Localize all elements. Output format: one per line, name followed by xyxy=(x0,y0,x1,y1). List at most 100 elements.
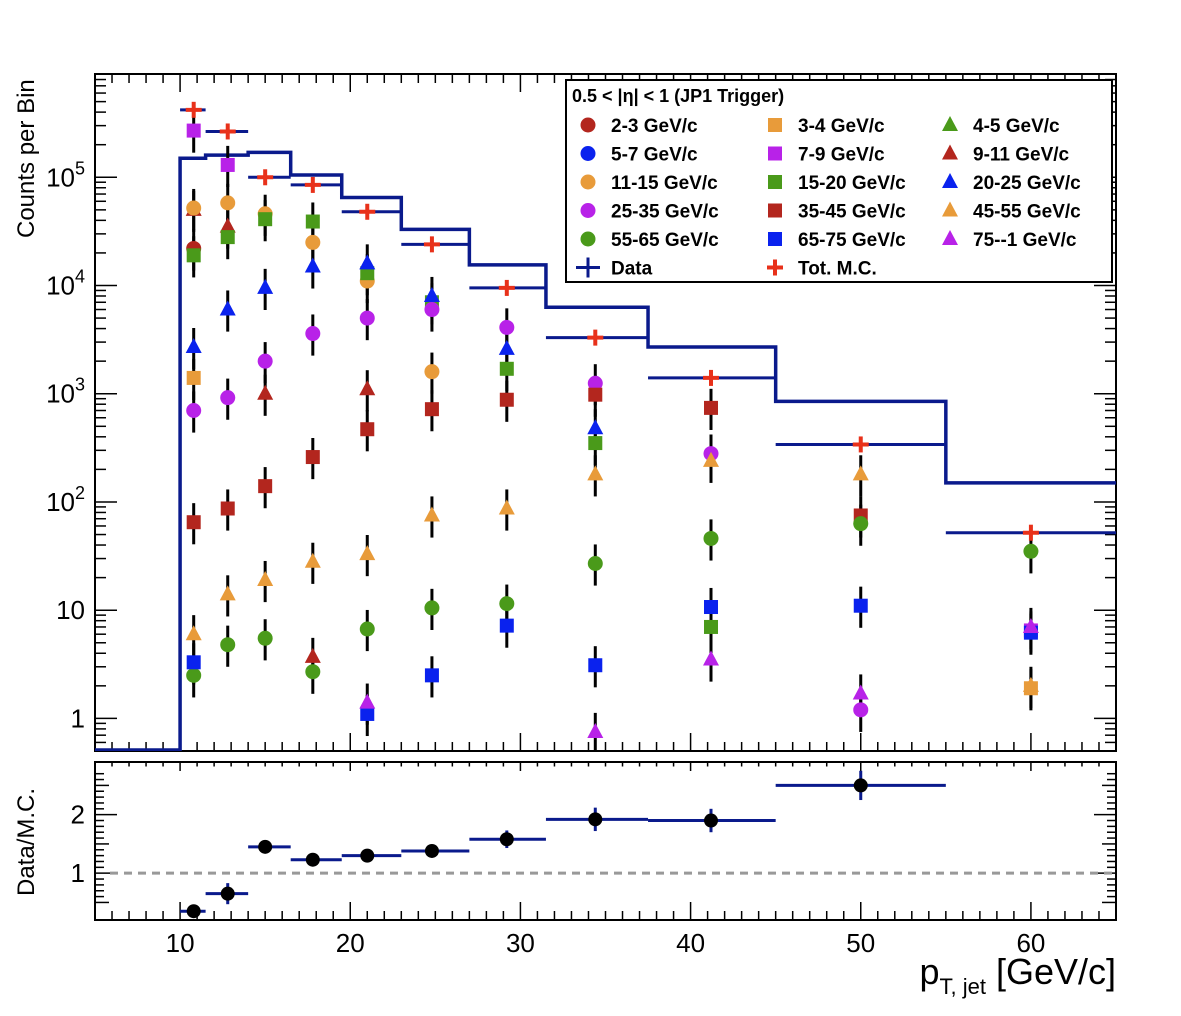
point-11-15-gev-c xyxy=(220,195,236,211)
ratio-point xyxy=(258,839,273,854)
y-tick-label-ratio: 1 xyxy=(71,858,85,888)
point-45-55-gev-c xyxy=(359,545,376,561)
y-tick-label: 103 xyxy=(46,375,85,409)
y-tick-label-base: 10 xyxy=(46,379,75,409)
point-65-75-gev-c xyxy=(704,600,719,615)
point-tot-m-c- xyxy=(219,123,236,140)
x-axis-label-main: p xyxy=(919,951,939,992)
point-65-75-gev-c xyxy=(360,706,375,721)
point-9-11-gev-c xyxy=(359,380,376,396)
ratio-point xyxy=(499,832,514,847)
point-3-4-gev-c xyxy=(186,370,201,385)
x-tick-label: 10 xyxy=(166,928,195,958)
legend-marker xyxy=(768,232,782,246)
legend-marker xyxy=(942,116,958,131)
y-tick-label-base: 10 xyxy=(46,487,75,517)
x-tick-label: 50 xyxy=(846,928,875,958)
x-axis-label-sub: T, jet xyxy=(939,974,985,999)
point-15-20-gev-c xyxy=(704,619,719,634)
y-tick-label-base: 10 xyxy=(46,162,75,192)
legend-entry: 9-11 GeV/c xyxy=(973,145,1070,166)
y-tick-label: 104 xyxy=(46,267,85,301)
point-15-20-gev-c xyxy=(258,212,273,227)
ratio-point xyxy=(220,886,235,901)
point-35-45-gev-c xyxy=(704,400,719,415)
point-35-45-gev-c xyxy=(588,387,603,402)
legend-entry: 4-5 GeV/c xyxy=(973,116,1060,137)
point-35-45-gev-c xyxy=(186,515,201,530)
point-20-25-gev-c xyxy=(423,286,440,302)
point-45-55-gev-c xyxy=(304,552,321,568)
point-65-75-gev-c xyxy=(588,658,603,673)
point-15-20-gev-c xyxy=(305,214,320,229)
top-plot-points xyxy=(95,101,1116,751)
ratio-point xyxy=(704,813,719,828)
y-tick-label-exponent: 3 xyxy=(75,375,85,395)
point-tot-m-c- xyxy=(1022,524,1039,541)
legend-entry: 25-35 GeV/c xyxy=(611,202,719,223)
point-11-15-gev-c xyxy=(305,234,321,250)
point-35-45-gev-c xyxy=(499,392,514,407)
point-20-25-gev-c xyxy=(185,338,202,354)
ratio-point xyxy=(588,812,603,827)
point-35-45-gev-c xyxy=(258,479,273,494)
point-tot-m-c- xyxy=(304,176,321,193)
ratio-plot-frame xyxy=(94,761,1117,921)
legend-entry-mc: Tot. M.C. xyxy=(798,259,877,280)
point-45-55-gev-c xyxy=(587,465,604,481)
point-55-65-gev-c xyxy=(1023,543,1039,559)
point-65-75-gev-c xyxy=(424,668,439,683)
legend-marker xyxy=(580,146,596,161)
legend-entry: 5-7 GeV/c xyxy=(611,145,698,166)
point-35-45-gev-c xyxy=(305,450,320,465)
y-axis-label-ratio: Data/M.C. xyxy=(13,788,40,896)
point-45-55-gev-c xyxy=(703,451,720,467)
point-11-15-gev-c xyxy=(424,364,440,380)
legend-entry: 3-4 GeV/c xyxy=(798,116,885,137)
point-7-9-gev-c xyxy=(220,157,235,172)
point-15-20-gev-c xyxy=(186,248,201,263)
point-75-1-gev-c xyxy=(703,650,720,666)
legend-entry: 75--1 GeV/c xyxy=(973,230,1077,251)
legend-marker xyxy=(580,174,596,190)
point-45-55-gev-c xyxy=(257,571,274,587)
x-tick-label: 60 xyxy=(1016,928,1045,958)
legend-entry: 7-9 GeV/c xyxy=(798,145,885,166)
legend-marker xyxy=(942,201,958,217)
point-20-25-gev-c xyxy=(219,300,236,316)
point-tot-m-c- xyxy=(185,101,202,118)
point-45-55-gev-c xyxy=(219,585,236,601)
legend-marker xyxy=(942,230,958,245)
point-9-11-gev-c xyxy=(304,647,321,663)
point-25-35-gev-c xyxy=(424,302,440,318)
ratio-point xyxy=(424,843,439,858)
point-75-1-gev-c xyxy=(1022,617,1039,633)
point-tot-m-c- xyxy=(257,169,274,186)
point-55-65-gev-c xyxy=(853,516,869,532)
point-65-75-gev-c xyxy=(853,598,868,613)
point-55-65-gev-c xyxy=(220,637,236,653)
legend-entry: 11-15 GeV/c xyxy=(611,173,718,194)
point-25-35-gev-c xyxy=(499,319,515,335)
point-tot-m-c- xyxy=(423,236,440,253)
point-20-25-gev-c xyxy=(257,278,274,294)
point-45-55-gev-c xyxy=(423,506,440,522)
point-45-55-gev-c xyxy=(852,465,869,481)
legend-marker xyxy=(942,144,958,160)
legend-marker xyxy=(768,146,782,161)
point-75-1-gev-c xyxy=(359,693,376,709)
legend-entry: 55-65 GeV/c xyxy=(611,230,719,251)
point-25-35-gev-c xyxy=(305,326,321,342)
point-55-65-gev-c xyxy=(257,630,273,646)
point-7-9-gev-c xyxy=(186,123,201,138)
legend-entry: 20-25 GeV/c xyxy=(973,173,1081,194)
point-20-25-gev-c xyxy=(587,419,604,435)
legend-entry: 35-45 GeV/c xyxy=(798,202,906,223)
y-tick-label: 105 xyxy=(46,158,85,192)
point-tot-m-c- xyxy=(703,369,720,386)
point-55-65-gev-c xyxy=(499,596,515,612)
point-55-65-gev-c xyxy=(703,530,719,546)
point-15-20-gev-c xyxy=(588,436,603,451)
legend-entry-data: Data xyxy=(611,259,653,280)
